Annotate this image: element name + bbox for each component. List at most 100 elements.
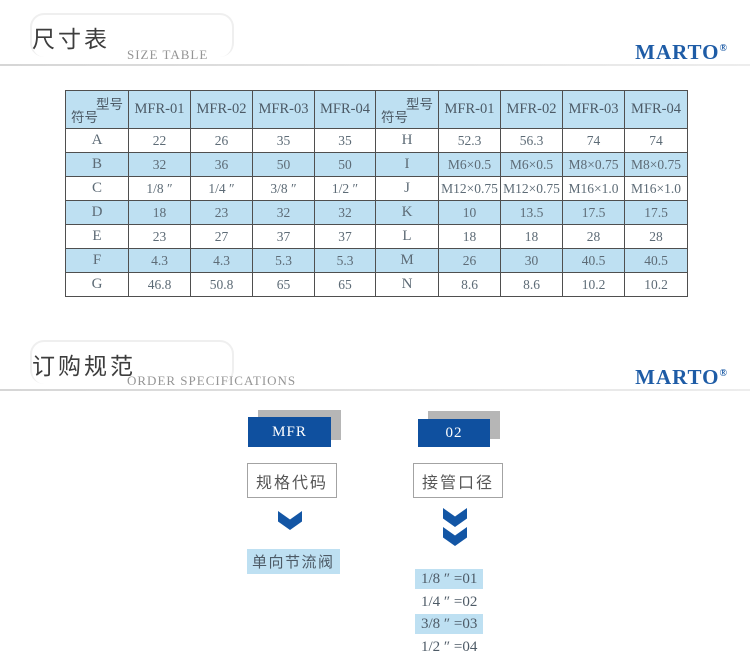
section1-subtitle: SIZE TABLE [127,47,209,62]
value-cell: 26 [438,248,501,273]
chevron-down-icon [443,527,467,546]
value-cell: 28 [562,224,625,249]
value-cell: 56.3 [500,128,563,153]
table-row: F 4.3 4.3 5.3 5.3 M 26 30 40.5 40.5 [65,248,688,273]
value-cell: 32 [252,200,315,225]
value-cell: 40.5 [624,248,688,273]
chevron-down-icon [278,511,302,530]
value-cell: 8.6 [500,272,563,297]
value-cell: 10 [438,200,501,225]
value-cell: 18 [128,200,191,225]
model-header: MFR-04 [314,90,376,129]
value-cell: M8×0.75 [562,152,625,177]
value-cell: 1/8 ″ [128,176,191,201]
section2-tab-outline [30,340,234,384]
section2-subtitle: ORDER SPECIFICATIONS [127,373,297,388]
value-cell: 28 [624,224,688,249]
symbol-cell: E [65,224,129,249]
table-row: E 23 27 37 37 L 18 18 28 28 [65,224,688,249]
symbol-cell: G [65,272,129,297]
symbol-cell: C [65,176,129,201]
size-option: 1/4 ″ =02 [421,593,478,610]
size-option: 1/8 ″ =01 [415,569,484,589]
symbol-cell: A [65,128,129,153]
table-row: C 1/8 ″ 1/4 ″ 3/8 ″ 1/2 ″ J M12×0.75 M12×0.75 M1… [65,176,688,201]
brand-logo: MARTO® [635,365,728,390]
size-option: 1/2 ″ =04 [421,638,478,655]
value-cell: M12×0.75 [438,176,501,201]
value-cell: M12×0.75 [500,176,563,201]
brand-logo: MARTO® [635,40,728,65]
table-row: B 32 36 50 50 I M6×0.5 M6×0.5 M8×0.75 M8×0.75 [65,152,688,177]
symbol-cell: J [375,176,439,201]
registered-mark: ® [719,368,728,379]
symbol-cell: H [375,128,439,153]
section1-tab-outline [30,13,234,57]
value-cell: 32 [314,200,376,225]
value-cell: 52.3 [438,128,501,153]
table-row: D 18 23 32 32 K 10 13.5 17.5 17.5 [65,200,688,225]
value-cell: M8×0.75 [624,152,688,177]
value-cell: 10.2 [624,272,688,297]
symbol-cell: L [375,224,439,249]
value-cell: 35 [314,128,376,153]
value-cell: 5.3 [314,248,376,273]
model-header: MFR-01 [438,90,501,129]
table-row: G 46.8 50.8 65 65 N 8.6 8.6 10.2 10.2 [65,272,688,297]
value-cell: 10.2 [562,272,625,297]
value-cell: 40.5 [562,248,625,273]
value-cell: 50 [314,152,376,177]
size-table-body: 型号 符号 MFR-01 MFR-02 MFR-03 MFR-04 型号 符号 MFR-01 MF… [65,90,688,297]
value-cell: 1/2 ″ [314,176,376,201]
value-cell: 32 [128,152,191,177]
symbol-cell: D [65,200,129,225]
value-cell: 30 [500,248,563,273]
value-cell: 22 [128,128,191,153]
symbol-cell: B [65,152,129,177]
table-row: A 22 26 35 35 H 52.3 56.3 74 74 [65,128,688,153]
symbol-cell: K [375,200,439,225]
model-header: MFR-02 [500,90,563,129]
value-cell: 50.8 [190,272,253,297]
section2-title: 订购规范 [32,354,136,379]
value-cell: M16×1.0 [624,176,688,201]
size-options-list: 1/8 ″ =01 1/4 ″ =02 3/8 ″ =03 1/2 ″ =04 [415,569,484,659]
brand-name: MARTO [635,365,720,389]
model-code-box: MFR [248,417,331,447]
value-cell: 18 [438,224,501,249]
value-cell: 8.6 [438,272,501,297]
chevron-down-icon [443,508,467,527]
value-cell: 3/8 ″ [252,176,315,201]
corner-symbol-label: 符号 [71,110,98,125]
brand-name: MARTO [635,40,720,64]
value-cell: 37 [252,224,315,249]
model-header: MFR-01 [128,90,191,129]
value-cell: 5.3 [252,248,315,273]
value-cell: 23 [128,224,191,249]
value-cell: M6×0.5 [438,152,501,177]
registered-mark: ® [719,43,728,54]
model-header: MFR-04 [624,90,688,129]
value-cell: 36 [190,152,253,177]
section1-title: 尺寸表 [32,27,110,52]
model-header: MFR-03 [252,90,315,129]
model-label-box: 规格代码 [247,463,337,498]
value-cell: 46.8 [128,272,191,297]
section2-divider [0,389,750,391]
value-cell: 23 [190,200,253,225]
size-code-box: 02 [418,419,490,447]
value-cell: 65 [252,272,315,297]
value-cell: 74 [562,128,625,153]
value-cell: 65 [314,272,376,297]
model-header: MFR-02 [190,90,253,129]
value-cell: M6×0.5 [500,152,563,177]
section1-divider [0,64,750,66]
symbol-cell: F [65,248,129,273]
value-cell: 35 [252,128,315,153]
symbol-cell: N [375,272,439,297]
size-table: 型号 符号 MFR-01 MFR-02 MFR-03 MFR-04 型号 符号 MFR-01 MF… [65,90,688,297]
value-cell: 1/4 ″ [190,176,253,201]
value-cell: 17.5 [624,200,688,225]
value-cell: M16×1.0 [562,176,625,201]
